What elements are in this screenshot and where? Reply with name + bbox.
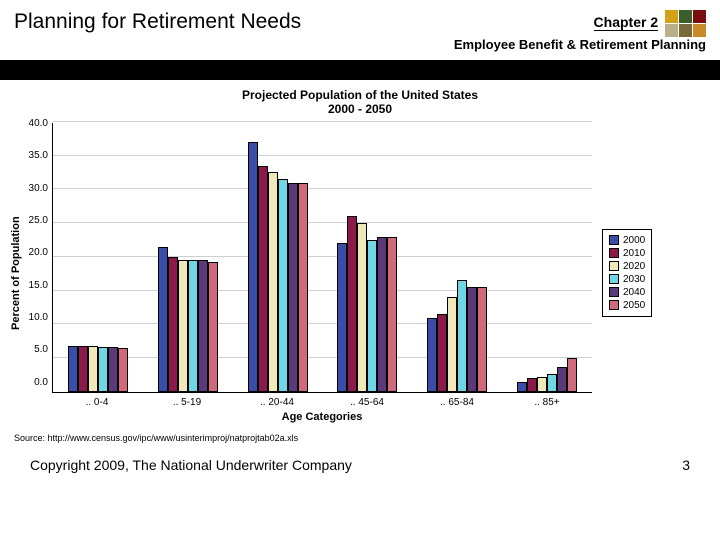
legend-item: 2040 [609,286,645,299]
bar [447,297,457,392]
chart-title: Projected Population of the United State… [0,88,720,117]
y-tick: 35.0 [24,150,48,161]
bar [78,346,88,392]
bar [537,377,547,392]
legend: 2000 2010 2020 2030 2040 2050 [602,229,652,317]
bar [278,179,288,392]
y-ticks: 0.0 5.0 10.0 15.0 20.0 25.0 30.0 35.0 40.0 [24,118,52,388]
legend-swatch [609,248,619,258]
bar [477,287,487,392]
bar [367,240,377,392]
chart-title-line1: Projected Population of the United State… [0,88,720,102]
bar [547,374,557,392]
bar [457,280,467,391]
y-tick: 25.0 [24,215,48,226]
header-right: Chapter 2 Employee Benefit & Retirement … [454,10,706,52]
bar [387,237,397,392]
footer: Copyright 2009, The National Underwriter… [0,449,720,473]
x-tick: .. 5-19 [142,397,232,408]
y-tick: 15.0 [24,280,48,291]
y-tick: 20.0 [24,247,48,258]
y-tick: 0.0 [24,377,48,388]
legend-swatch [609,235,619,245]
y-tick: 30.0 [24,183,48,194]
y-tick: 10.0 [24,312,48,323]
bar [98,347,108,392]
page-number: 3 [682,457,690,473]
legend-label: 2010 [623,248,645,259]
bar [268,172,278,391]
bar [248,142,258,392]
header-subtitle: Employee Benefit & Retirement Planning [454,37,706,52]
bar [188,260,198,392]
x-tick: .. 0-4 [52,397,142,408]
legend-item: 2000 [609,234,645,247]
chart-title-line2: 2000 - 2050 [0,102,720,116]
divider-bar [0,60,720,80]
source-text: Source: http://www.census.gov/ipc/www/us… [0,423,720,449]
legend-label: 2050 [623,300,645,311]
bar-group [412,123,502,392]
legend-item: 2050 [609,299,645,312]
y-tick: 40.0 [24,118,48,129]
x-tick: .. 45-64 [322,397,412,408]
bar-group [143,123,233,392]
legend-swatch [609,261,619,271]
x-axis-label: Age Categories [52,411,592,423]
bar [357,223,367,392]
bar-group [502,123,592,392]
legend-swatch [609,274,619,284]
bar [158,247,168,392]
bar [198,260,208,392]
bar [337,243,347,392]
bar [108,347,118,392]
legend-label: 2020 [623,261,645,272]
plot-area [52,123,592,393]
bar [517,382,527,392]
legend-swatch [609,300,619,310]
chart-area: Percent of Population 0.0 5.0 10.0 15.0 20.0… [0,117,720,423]
bar-group [322,123,412,392]
legend-swatch [609,287,619,297]
legend-item: 2020 [609,260,645,273]
x-ticks: .. 0-4.. 5-19.. 20-44.. 45-64.. 65-84.. … [52,397,592,408]
logo-icon [665,10,706,37]
y-axis-label: Percent of Population [8,123,24,423]
bar [88,346,98,392]
bar [208,262,218,392]
legend-item: 2030 [609,273,645,286]
copyright-text: Copyright 2009, The National Underwriter… [30,457,352,473]
bar [258,166,268,392]
bar [168,257,178,392]
y-tick: 5.0 [24,344,48,355]
bar [178,260,188,392]
bar [527,378,537,392]
legend-item: 2010 [609,247,645,260]
legend-label: 2030 [623,274,645,285]
x-tick: .. 65-84 [412,397,502,408]
bar [467,287,477,392]
bar [288,183,298,392]
chapter-label: Chapter 2 [594,14,659,31]
bar [118,348,128,392]
slide-title: Planning for Retirement Needs [14,10,301,34]
bar-group [53,123,143,392]
bar [298,183,308,392]
legend-label: 2040 [623,287,645,298]
bar [437,314,447,392]
bar [377,237,387,392]
x-tick: .. 20-44 [232,397,322,408]
bar [557,367,567,392]
bar [567,358,577,392]
bar [68,346,78,392]
bar-group [233,123,323,392]
legend-label: 2000 [623,235,645,246]
slide-header: Planning for Retirement Needs Chapter 2 … [0,0,720,56]
bar [427,318,437,392]
bar [347,216,357,392]
x-tick: .. 85+ [502,397,592,408]
